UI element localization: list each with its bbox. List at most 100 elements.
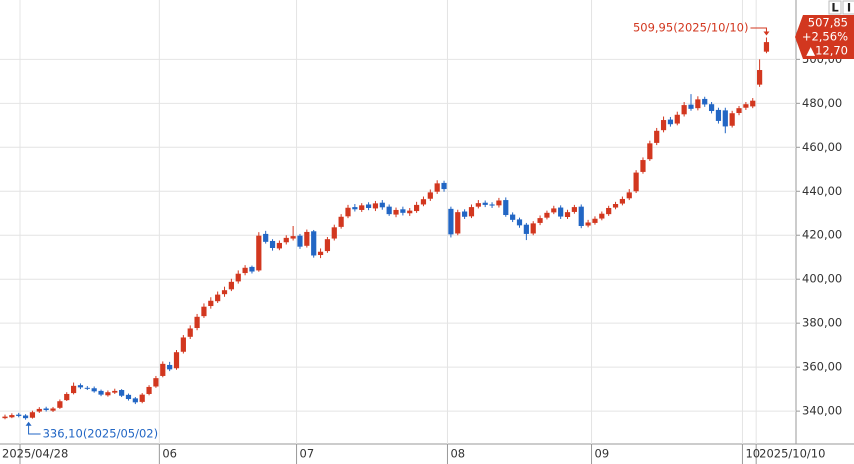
candle-body (235, 273, 241, 282)
candle-body (187, 328, 193, 337)
toolbar-button-label[interactable]: L (831, 1, 839, 15)
candle-body (462, 211, 468, 217)
y-tick-label: 420,00 (802, 228, 842, 242)
toolbar-button-label[interactable]: I (847, 1, 851, 15)
x-tick-label: 10 (745, 447, 760, 461)
candle-body (763, 42, 770, 52)
candle-body (221, 290, 228, 295)
high-arrow-head (763, 31, 770, 36)
candle-body (201, 306, 207, 317)
candle-body (276, 242, 282, 249)
candle-body (393, 209, 399, 215)
candle-body (36, 408, 42, 412)
candle-body (317, 251, 324, 256)
candle-body (564, 212, 571, 217)
candle-body (77, 385, 84, 388)
candle-body (523, 224, 529, 234)
candle-body (160, 363, 166, 376)
toolbar-button[interactable] (842, 0, 854, 15)
candle-body (592, 218, 598, 223)
candle-body (57, 401, 63, 408)
candle-body (695, 99, 701, 109)
candle-body (43, 408, 49, 411)
candle-body (489, 204, 495, 206)
candle-body (167, 364, 173, 370)
candle-body (359, 205, 365, 210)
candle-body (743, 104, 749, 108)
candle-body (98, 390, 104, 395)
candle-body (84, 387, 90, 389)
candle-body (441, 182, 447, 190)
candle-body (139, 394, 145, 402)
candle-body (386, 206, 392, 215)
low-arrow (28, 422, 41, 435)
candle-body (475, 203, 481, 207)
candle-body (71, 385, 77, 394)
candle-body (681, 105, 687, 115)
candle-body (338, 216, 344, 227)
y-tick-label: 360,00 (802, 360, 842, 374)
candle-body (722, 110, 728, 127)
candle-body (667, 119, 674, 125)
candle-body (633, 172, 639, 192)
y-tick-label: 340,00 (802, 404, 842, 418)
candles (2, 37, 770, 420)
candle-body (379, 202, 385, 208)
last-price-text: ▲12,70 (806, 44, 848, 58)
candle-body (496, 200, 502, 206)
candle-body (626, 192, 632, 199)
candle-body (647, 143, 653, 160)
candle-body (331, 227, 337, 239)
candle-body (482, 202, 488, 205)
candle-body (578, 206, 584, 227)
candle-body (345, 207, 351, 217)
last-price-text: 507,85 (808, 16, 848, 30)
candle-body (9, 415, 15, 418)
candle-body (180, 337, 186, 352)
candle-body (530, 223, 536, 234)
candle-body (304, 231, 310, 246)
candle-body (263, 233, 269, 242)
last-price-box (795, 15, 854, 59)
candle-body (400, 209, 406, 213)
candle-body (455, 212, 461, 234)
toolbar-button[interactable] (828, 0, 842, 15)
candle-body (365, 204, 372, 208)
candle-body (91, 388, 97, 392)
x-tick-label: 09 (595, 447, 610, 461)
high-annotation: 509,95(2025/10/10) (633, 21, 749, 35)
x-tick-label: 07 (300, 447, 315, 461)
candle-body (352, 207, 358, 210)
candle-body (757, 70, 763, 85)
candle-body (434, 183, 440, 192)
candle-body (544, 212, 550, 218)
candle-body (510, 214, 516, 220)
candle-body (558, 207, 564, 217)
x-tick-label: 06 (162, 447, 177, 461)
last-price-text: +2,56% (802, 30, 848, 44)
candle-body (132, 398, 138, 403)
candle-body (448, 208, 454, 235)
y-tick-label: 480,00 (802, 96, 842, 110)
candle-body (606, 207, 612, 215)
candle-body (537, 218, 543, 223)
candle-body (640, 160, 646, 172)
low-arrow-head (25, 421, 32, 426)
candle-body (427, 192, 433, 199)
candle-body (715, 109, 722, 121)
candle-body (283, 237, 289, 243)
candle-body (407, 210, 413, 214)
candle-body (173, 352, 180, 369)
candle-body (119, 390, 125, 396)
candle-body (688, 104, 694, 109)
candle-body (420, 199, 427, 205)
low-annotation: 336,10(2025/05/02) (43, 427, 159, 441)
candle-body (215, 294, 221, 302)
candle-body (64, 393, 70, 401)
candle-body (324, 239, 331, 252)
grid (0, 0, 800, 464)
candle-body (503, 200, 509, 216)
candle-body (414, 204, 420, 212)
candle-body (105, 392, 111, 396)
